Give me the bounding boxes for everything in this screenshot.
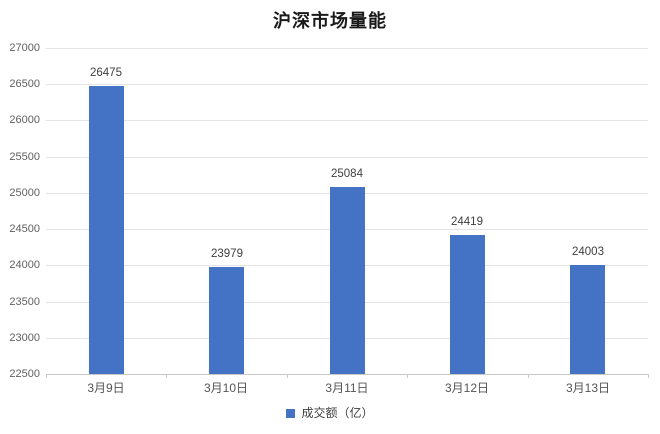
- legend: 成交额（亿）: [0, 405, 660, 421]
- y-axis-tick-label: 22500: [9, 368, 40, 380]
- x-axis-tick: [46, 374, 47, 378]
- y-axis-tick-label: 23000: [9, 332, 40, 344]
- bar: [570, 265, 605, 374]
- legend-label: 成交额（亿）: [301, 406, 374, 420]
- chart-title: 沪深市场量能: [273, 11, 387, 32]
- bar: [330, 187, 365, 374]
- bar-value-label: 24419: [451, 216, 483, 228]
- bar: [450, 235, 485, 374]
- x-axis-category-label: 3月10日: [203, 381, 249, 395]
- y-gridline: [46, 120, 648, 121]
- bar-value-label: 24003: [572, 246, 604, 258]
- bar-value-label: 26475: [90, 67, 122, 79]
- legend-marker-icon: [286, 409, 296, 418]
- y-gridline: [46, 84, 648, 85]
- x-axis-tick: [528, 374, 529, 378]
- y-axis-tick-label: 25500: [9, 151, 40, 163]
- x-axis-tick: [166, 374, 167, 378]
- bar-value-label: 25084: [331, 168, 363, 180]
- y-axis-tick-label: 25000: [9, 187, 40, 199]
- y-axis-tick-label: 24500: [9, 223, 40, 235]
- x-axis-category-label: 3月11日: [325, 381, 369, 395]
- y-axis-tick-label: 26500: [9, 78, 40, 90]
- x-axis-category-label: 3月13日: [565, 381, 611, 395]
- x-axis-tick: [407, 374, 408, 378]
- bar-value-label: 23979: [211, 248, 243, 260]
- bar: [89, 86, 124, 374]
- x-axis-tick: [648, 374, 649, 378]
- x-axis-line: [46, 374, 648, 375]
- bar: [209, 267, 244, 374]
- x-axis-tick: [287, 374, 288, 378]
- y-axis-tick-label: 26000: [9, 114, 40, 126]
- y-gridline: [46, 157, 648, 158]
- y-axis-tick-label: 23500: [9, 296, 40, 308]
- x-axis-category-label: 3月12日: [444, 381, 490, 395]
- x-axis-category-label: 3月9日: [87, 381, 125, 395]
- y-gridline: [46, 48, 648, 49]
- y-axis-tick-label: 27000: [9, 42, 40, 54]
- y-axis-tick-label: 24000: [9, 259, 40, 271]
